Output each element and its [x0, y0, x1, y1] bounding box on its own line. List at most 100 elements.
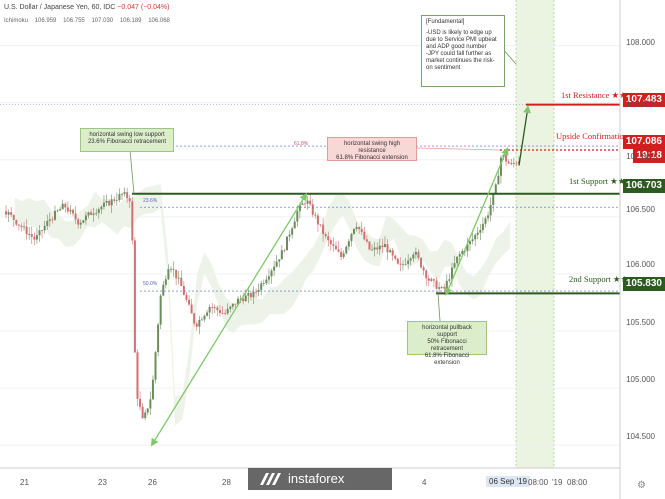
x-tick-label: 08:00 [567, 478, 588, 487]
candle-body [84, 215, 87, 221]
candle-body [278, 259, 281, 262]
candle-body [512, 162, 515, 164]
candle-body [376, 247, 379, 250]
pullback-note[interactable]: horizontal pullback support 50% Fibonacc… [407, 321, 487, 366]
candle-body [48, 219, 51, 221]
fundamental-note[interactable]: [Fundamental] -USD is likely to edge up … [421, 15, 505, 87]
candle-body [43, 225, 46, 231]
candle-body [332, 244, 335, 246]
candle-body [46, 220, 49, 226]
candle-body [131, 201, 134, 241]
candle-body [64, 203, 67, 208]
candle-body [324, 234, 327, 237]
candle-body [221, 313, 224, 314]
candle-body [260, 283, 263, 290]
candle-body [479, 229, 482, 233]
fundamental-title: [Fundamental] [426, 19, 465, 25]
note-line: -USD is likely to edge up [426, 30, 492, 36]
candle-body [448, 279, 451, 281]
candle-body [401, 264, 404, 266]
y-tick-label: 104.500 [626, 432, 655, 441]
support-2-label: 2nd Support ★★ [569, 274, 629, 284]
indicator-value: 106.068 [148, 18, 170, 24]
candle-body [51, 219, 54, 221]
candle-body [110, 199, 113, 206]
gear-icon[interactable]: ⚙ [637, 480, 646, 491]
candle-body [157, 324, 160, 353]
candle-body [469, 241, 472, 245]
candle-body [471, 239, 474, 242]
candle-body [345, 246, 348, 254]
note-line: horizontal pullback support [422, 325, 472, 338]
fib-label: 61.8% [294, 141, 309, 147]
candle-body [355, 226, 358, 229]
candle-body [476, 232, 479, 235]
candle-body [404, 263, 407, 265]
candle-body [497, 175, 500, 185]
candle-body [100, 206, 103, 210]
candle-body [329, 240, 332, 245]
candle-body [280, 250, 283, 260]
candle-body [347, 241, 350, 247]
y-tick-label: 106.000 [626, 260, 655, 269]
note-pointer [129, 149, 135, 194]
candle-body [368, 241, 371, 250]
candle-body [136, 352, 139, 399]
candle-body [139, 398, 142, 407]
indicator-value: 106.959 [34, 18, 57, 24]
swing-low-note[interactable]: horizontal swing low support 23.6% Fibon… [80, 128, 174, 152]
note-line: 50% Fibonacci retracement [427, 339, 467, 352]
candle-body [438, 287, 441, 289]
candle-body [229, 306, 232, 309]
candle-body [231, 303, 234, 307]
candle-body [77, 219, 80, 225]
candle-body [41, 230, 44, 231]
candle-body [146, 408, 149, 413]
candle-body [319, 224, 322, 226]
candle-body [200, 319, 203, 321]
note-pointer [416, 147, 501, 151]
candle-body [61, 203, 64, 210]
x-tick-label: 23 [98, 478, 107, 487]
candle-body [74, 213, 77, 220]
candle-body [383, 244, 386, 248]
candle-body [226, 308, 229, 314]
candle-body [386, 244, 389, 253]
candle-body [515, 162, 518, 164]
swing-high-note[interactable]: horizontal swing high resistance 61.8% F… [327, 137, 417, 161]
x-tick-label: '19 [552, 478, 563, 487]
candle-body [105, 200, 108, 203]
candle-body [440, 286, 443, 288]
candle-body [12, 214, 15, 221]
candle-body [342, 253, 345, 257]
candle-body [409, 258, 412, 261]
countdown-tag: 19:18 [633, 149, 665, 163]
forecast-zone [516, 0, 554, 468]
candle-body [5, 211, 7, 215]
symbol-change: −0.047 (−0.04%) [117, 4, 170, 11]
candle-body [492, 193, 495, 205]
candle-body [283, 250, 286, 252]
candle-body [7, 212, 10, 215]
candle-body [97, 209, 100, 213]
candle-body [102, 202, 105, 207]
indicator-name: Ichimoku [4, 18, 29, 24]
candle-body [474, 234, 477, 240]
candle-body [353, 228, 356, 234]
candle-body [82, 220, 85, 223]
candle-body [443, 286, 446, 289]
candle-body [203, 315, 206, 320]
candle-body [510, 163, 513, 164]
note-line: 23.6% Fibonacci retracement [87, 139, 167, 145]
indicator-bar[interactable]: Ichimoku 106.959 106.755 107.030 106.189… [4, 18, 175, 24]
resistance-1-label: 1st Resistance ★★ [561, 90, 627, 100]
candle-body [172, 268, 175, 270]
candle-body [391, 250, 394, 256]
candle-body [422, 267, 425, 271]
candle-body [108, 200, 111, 206]
candle-body [208, 307, 211, 313]
x-tick-label-current: 06 Sep '19 [486, 476, 531, 487]
candle-body [267, 276, 270, 280]
support-1-label: 1st Support ★★ [569, 176, 626, 186]
